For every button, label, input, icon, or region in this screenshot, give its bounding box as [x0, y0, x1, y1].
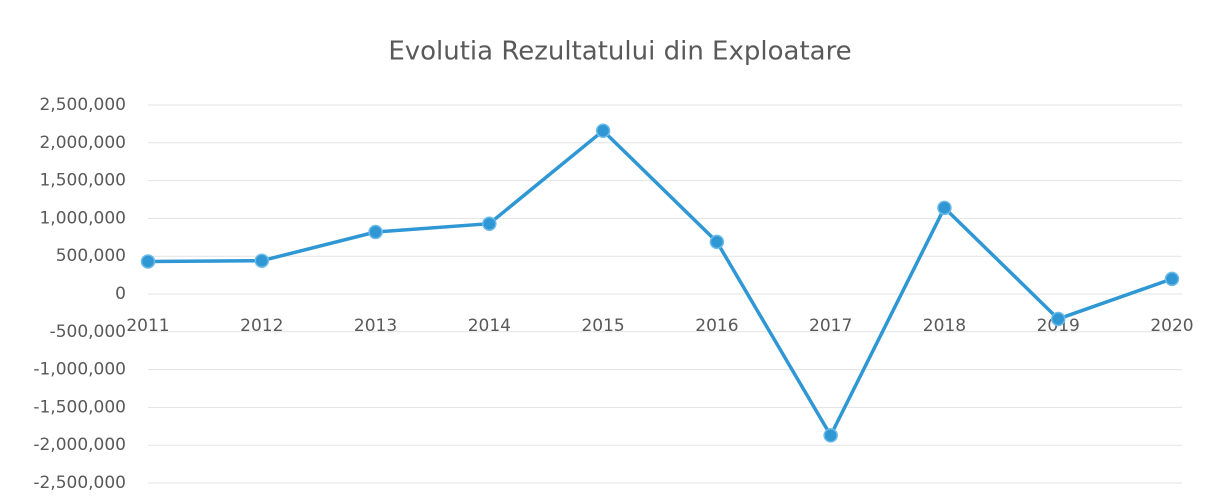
y-tick-label: 500,000	[56, 246, 126, 266]
data-point	[254, 253, 270, 268]
data-point	[937, 200, 952, 216]
y-tick-label: 2,000,000	[39, 133, 126, 153]
y-tick-label: 2,500,000	[39, 95, 126, 115]
x-tick-label: 2012	[240, 316, 283, 336]
x-tick-label: 2017	[809, 316, 852, 336]
x-tick-label: 2016	[695, 316, 738, 336]
y-tick-label: 1,500,000	[39, 171, 126, 191]
y-tick-label: -1,500,000	[33, 397, 126, 417]
y-tick-label: -500,000	[50, 322, 126, 342]
data-point	[140, 254, 156, 269]
data-point	[823, 428, 838, 443]
x-tick-label: 2015	[581, 316, 624, 336]
x-tick-label: 2013	[354, 316, 397, 336]
chart-title: Evolutia Rezultatului din Exploatare	[388, 37, 851, 67]
y-tick-label: -1,000,000	[33, 360, 126, 380]
y-tick-label: -2,000,000	[33, 435, 126, 455]
x-tick-label: 2011	[126, 316, 169, 336]
data-point	[595, 123, 611, 138]
x-tick-label: 2020	[1150, 316, 1193, 336]
y-tick-label: 1,000,000	[39, 208, 126, 228]
series-line	[147, 128, 1173, 438]
data-point	[1050, 311, 1066, 327]
x-tick-label: 2014	[468, 316, 511, 336]
data-point	[709, 234, 725, 250]
data-point	[1164, 271, 1180, 287]
x-tick-label: 2018	[923, 316, 966, 336]
y-tick-label: -2,500,000	[33, 473, 126, 493]
data-point	[368, 224, 383, 240]
data-point	[482, 216, 497, 231]
y-tick-label: 0	[115, 284, 126, 304]
